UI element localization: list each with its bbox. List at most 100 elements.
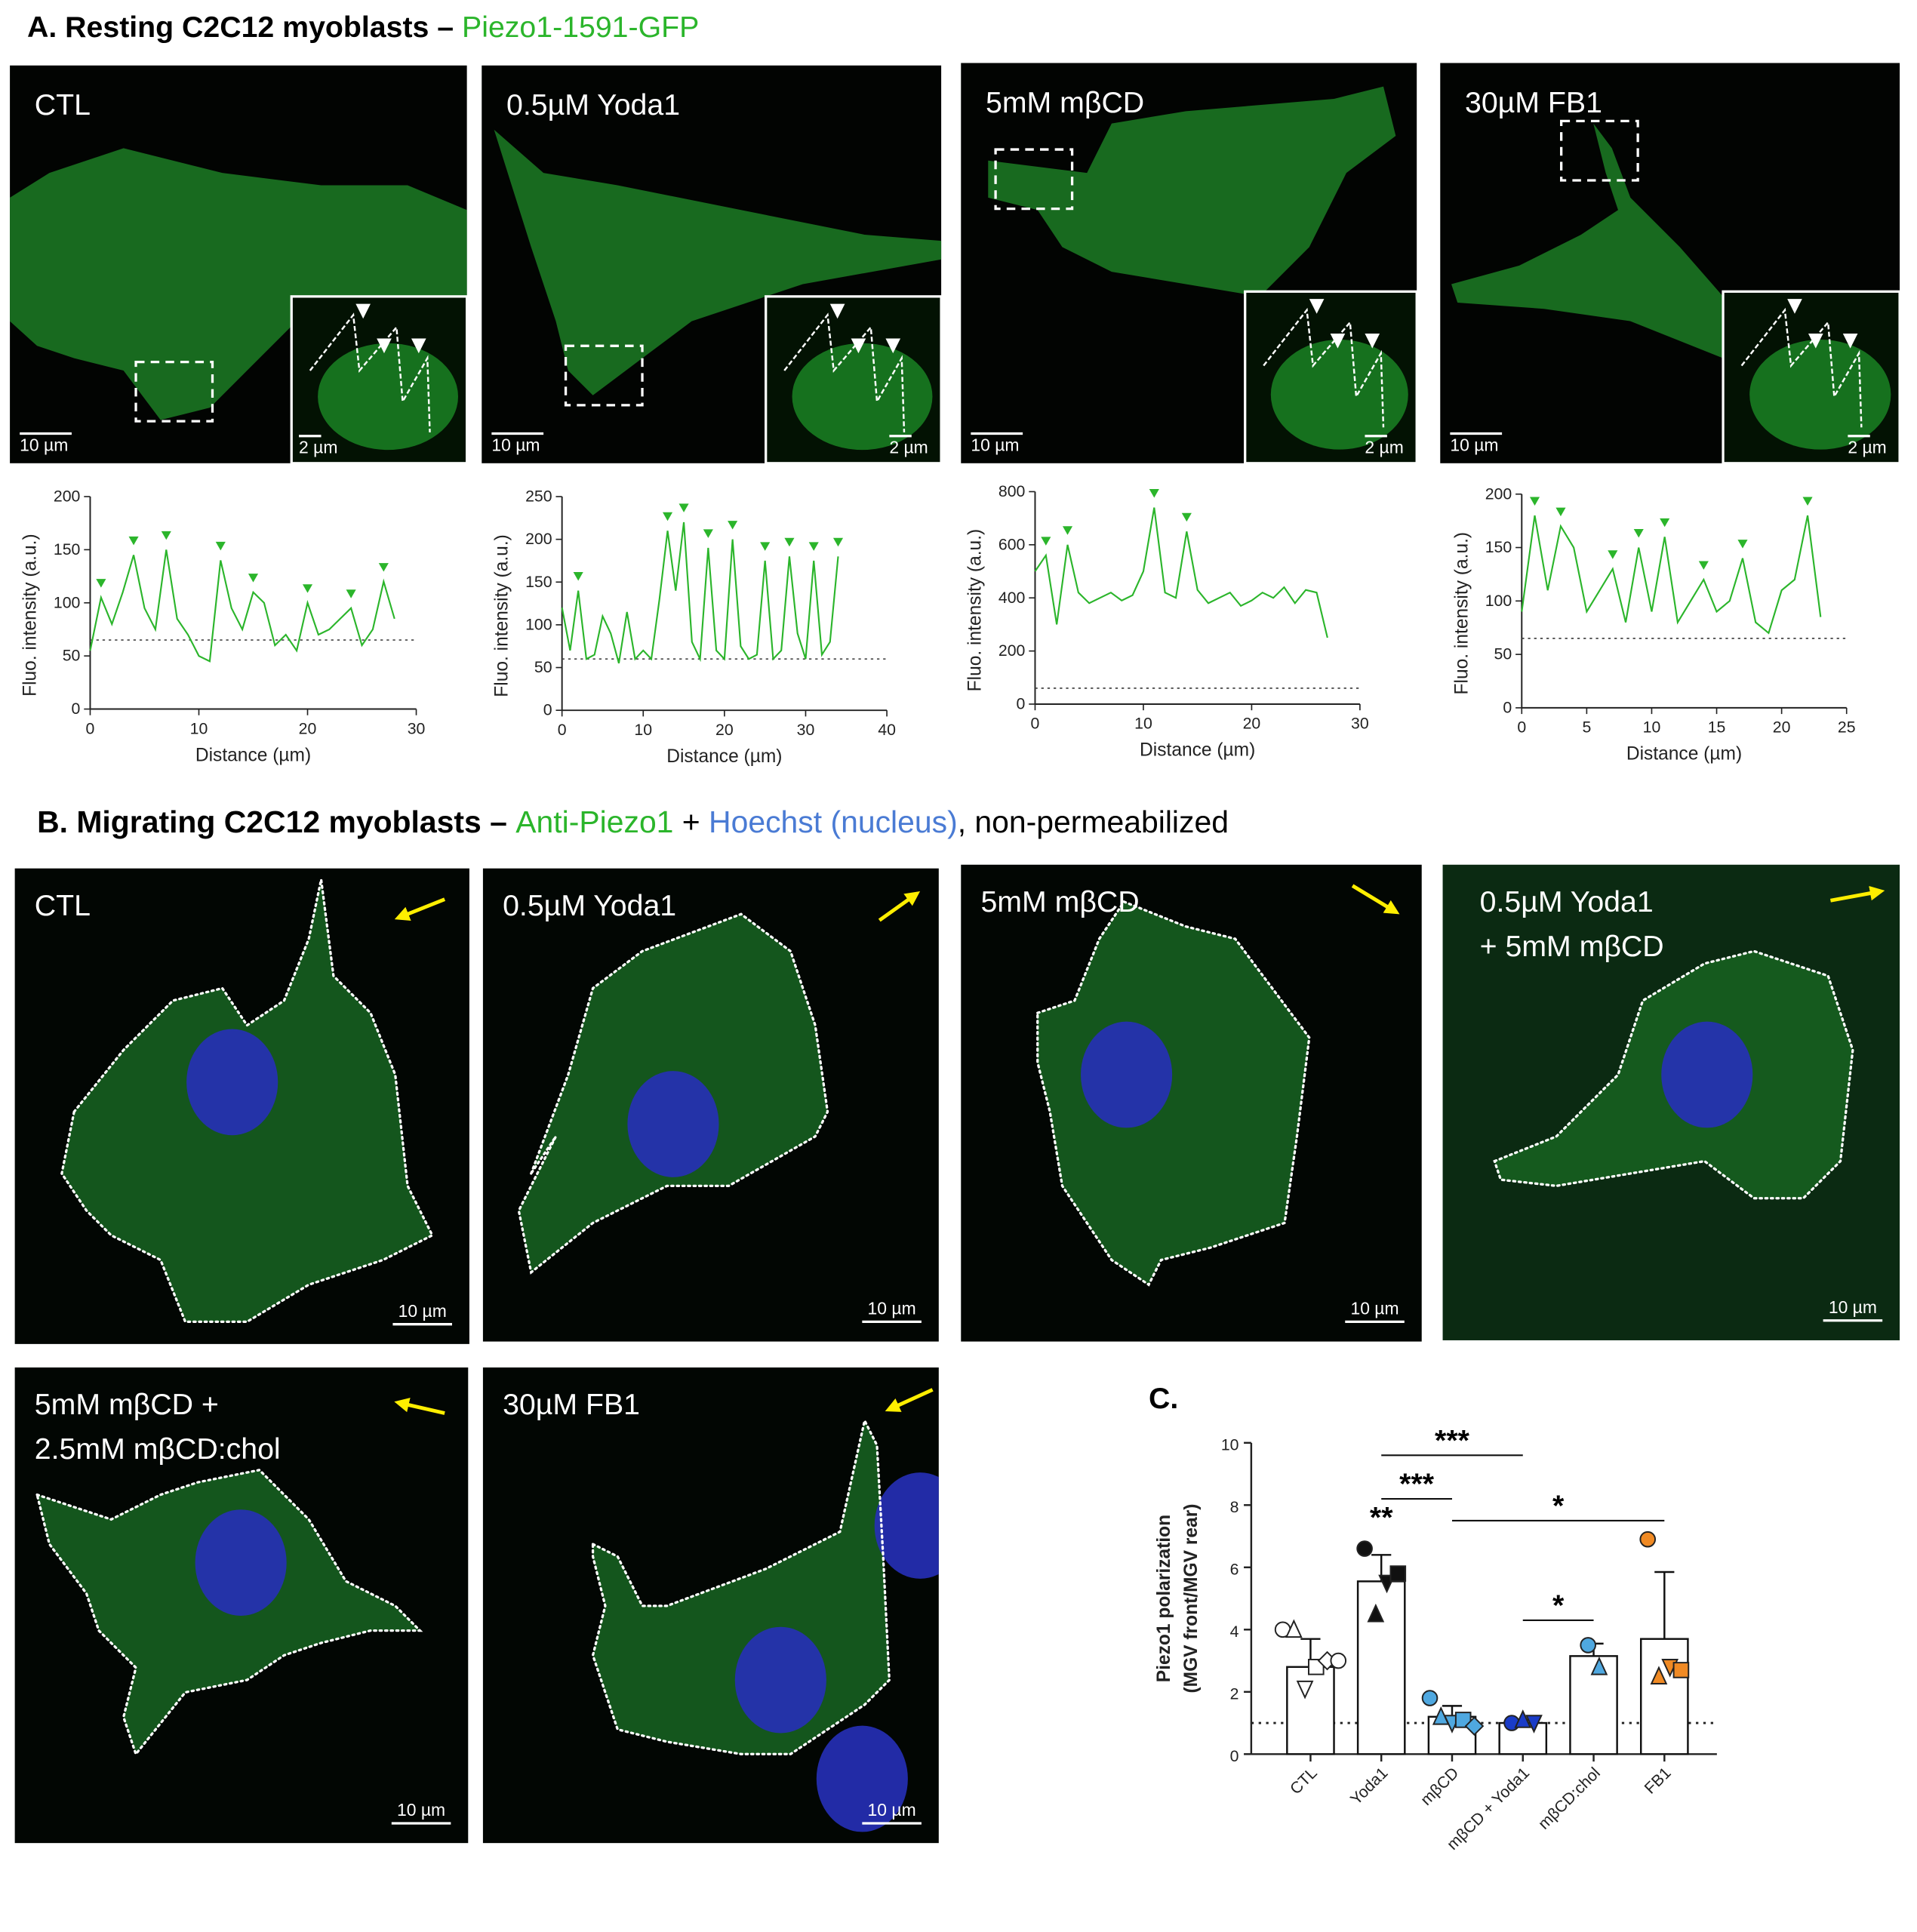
arrowhead bbox=[1330, 333, 1346, 349]
profile-line bbox=[1034, 507, 1328, 638]
peak-arrowhead bbox=[1529, 497, 1540, 506]
peak-arrowhead bbox=[128, 536, 139, 546]
title-end: , non-permeabilized bbox=[958, 804, 1229, 839]
line-profile-path bbox=[1740, 307, 1863, 428]
x-tick-label: 10 bbox=[634, 721, 652, 739]
micrograph: 2 µm CTL 10 µm bbox=[10, 65, 469, 465]
y-tick-label: 600 bbox=[999, 535, 1025, 553]
migration-arrow bbox=[878, 891, 921, 922]
data-point bbox=[1389, 1565, 1407, 1582]
roi-box bbox=[564, 344, 644, 407]
image-content bbox=[517, 912, 829, 1275]
scale-label: 10 µm bbox=[491, 435, 540, 454]
image-label: 5mM mβCD bbox=[986, 86, 1144, 119]
y-axis-title: Piezo1 polarization bbox=[1154, 1515, 1174, 1682]
y-axis-title: Fluo. intensity (a.u.) bbox=[20, 534, 40, 697]
x-tick-label: 30 bbox=[408, 719, 426, 737]
y-tick-label: 50 bbox=[1494, 645, 1512, 663]
significance-label: *** bbox=[1435, 1424, 1470, 1457]
x-tick-label: 0 bbox=[1517, 718, 1526, 737]
peak-arrowhead bbox=[760, 542, 771, 551]
x-tick-label: 10 bbox=[190, 719, 208, 737]
arrowhead bbox=[1808, 333, 1823, 349]
y-axis-title: Fluo. intensity (a.u.) bbox=[492, 534, 512, 697]
image-label: 5mM mβCD bbox=[980, 885, 1139, 918]
significance-label: *** bbox=[1399, 1468, 1435, 1501]
image-label: 30µM FB1 bbox=[1465, 86, 1602, 119]
peak-arrowhead bbox=[728, 521, 738, 530]
data-point bbox=[1590, 1657, 1608, 1675]
image-label: 30µM FB1 bbox=[503, 1388, 640, 1421]
bar bbox=[1639, 1638, 1689, 1755]
migration-arrow bbox=[885, 1388, 934, 1412]
y-tick-label: 150 bbox=[525, 573, 552, 591]
line-profile-path bbox=[783, 312, 906, 432]
peak-arrowhead bbox=[1555, 507, 1566, 517]
nucleus bbox=[816, 1725, 908, 1832]
roi-box bbox=[1560, 119, 1639, 182]
roi-box bbox=[134, 360, 214, 423]
y-tick-label: 50 bbox=[534, 658, 552, 676]
image-content bbox=[60, 879, 435, 1324]
data-point bbox=[1356, 1540, 1373, 1557]
micrograph: 2 µm 30µM FB1 10 µm bbox=[1440, 63, 1901, 465]
y-axis-title: Fluo. intensity (a.u.) bbox=[1451, 532, 1472, 695]
peak-arrowhead bbox=[1660, 518, 1670, 528]
arrowhead bbox=[851, 338, 866, 354]
image-label: 0.5µM Yoda1 bbox=[506, 88, 680, 122]
title-marker: Piezo1-1591-GFP bbox=[462, 11, 699, 44]
panel-a-title: A. Resting C2C12 myoblasts – Piezo1-1591… bbox=[27, 11, 699, 44]
arrowhead bbox=[1787, 299, 1802, 314]
micrograph: 0.5µM Yoda1 + 5mM mβCD 10 µm bbox=[1442, 864, 1900, 1340]
nucleus bbox=[874, 1472, 939, 1579]
data-point bbox=[1464, 1716, 1485, 1737]
chart-title: C. bbox=[1149, 1382, 1178, 1415]
x-axis-title: Distance (µm) bbox=[1626, 744, 1742, 764]
y-tick-label: 150 bbox=[1485, 538, 1512, 556]
image-label: CTL bbox=[35, 88, 91, 122]
peak-arrowhead bbox=[378, 563, 389, 572]
peak-arrowhead bbox=[1737, 540, 1748, 549]
image-label: + 5mM mβCD bbox=[1480, 930, 1664, 963]
y-tick-label: 200 bbox=[54, 488, 80, 506]
image-label: 0.5µM Yoda1 bbox=[1480, 885, 1654, 918]
cell bbox=[10, 148, 467, 420]
scale-label: 2 µm bbox=[1365, 438, 1403, 457]
nucleus bbox=[1661, 1021, 1753, 1128]
scale-label: 10 µm bbox=[20, 435, 68, 454]
x-tick-label: 5 bbox=[1582, 718, 1591, 737]
y-tick-label: 6 bbox=[1230, 1561, 1239, 1579]
y-tick-label: 4 bbox=[1230, 1623, 1239, 1641]
y-tick-label: 100 bbox=[54, 593, 80, 611]
y-tick-label: 150 bbox=[54, 540, 80, 558]
significance-label: * bbox=[1552, 1589, 1565, 1622]
peak-arrowhead bbox=[808, 542, 819, 551]
y-tick-label: 0 bbox=[543, 701, 552, 719]
cell-outline bbox=[517, 912, 829, 1275]
migration-arrow bbox=[394, 897, 446, 921]
line-profile-path bbox=[1263, 307, 1385, 428]
arrowhead bbox=[411, 338, 426, 354]
cell bbox=[1037, 901, 1309, 1285]
y-axis-title: Fluo. intensity (a.u.) bbox=[965, 529, 985, 692]
peak-arrowhead bbox=[302, 584, 313, 593]
data-point bbox=[1307, 1658, 1325, 1675]
peak-arrowhead bbox=[346, 589, 356, 598]
peak-arrowhead bbox=[832, 537, 844, 547]
scale-label: 10 µm bbox=[868, 1299, 916, 1318]
y-tick-label: 0 bbox=[1230, 1747, 1239, 1765]
x-tick-label: 0 bbox=[1031, 715, 1040, 733]
image-label: 2.5mM mβCD:chol bbox=[35, 1432, 281, 1466]
peak-arrowhead bbox=[1062, 526, 1073, 535]
x-tick-label: 40 bbox=[878, 721, 896, 739]
migration-arrow bbox=[394, 1398, 445, 1415]
line-chart: 0 50 100 150 200 250 0 10 20 30 40 Distance (µm) Flu… bbox=[492, 488, 896, 767]
cell-outline bbox=[1036, 900, 1311, 1287]
arrowhead bbox=[1309, 299, 1325, 314]
scale-label: 10 µm bbox=[971, 435, 1019, 454]
y-tick-label: 250 bbox=[525, 488, 552, 506]
x-tick-label: Yoda1 bbox=[1346, 1764, 1391, 1808]
scale-label: 2 µm bbox=[1848, 438, 1886, 457]
data-point bbox=[1454, 1712, 1472, 1728]
peak-arrowhead bbox=[573, 572, 583, 581]
